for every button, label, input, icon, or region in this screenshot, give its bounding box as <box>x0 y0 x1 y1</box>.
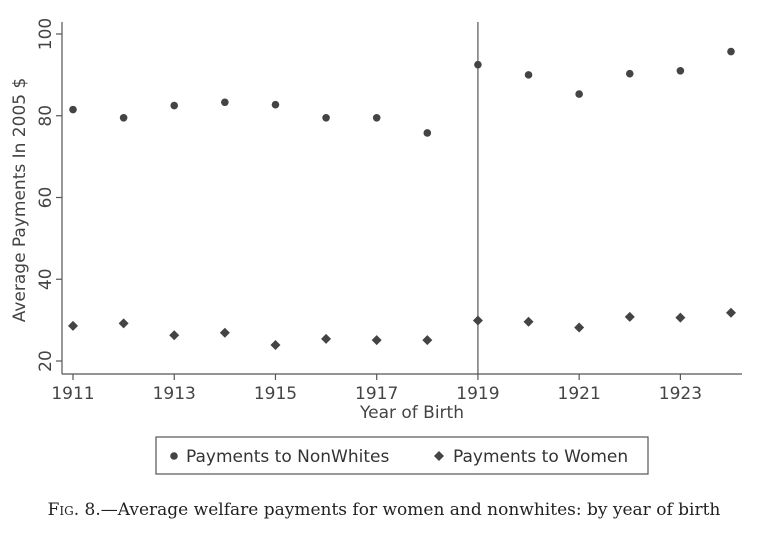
legend-label-women: Payments to Women <box>453 447 628 467</box>
series-group <box>68 47 736 351</box>
x-tick-label-1913: 1913 <box>153 384 196 404</box>
legend-marker-women <box>434 451 444 461</box>
point-women-1914 <box>219 327 230 338</box>
point-women-1921 <box>574 322 585 333</box>
point-nonwhites-1918 <box>423 129 432 137</box>
point-women-1913 <box>169 330 180 341</box>
y-axis-title: Average Payments In 2005 $ <box>10 78 30 323</box>
point-women-1920 <box>523 316 534 327</box>
x-tick-label-1915: 1915 <box>254 384 297 404</box>
point-nonwhites-1919 <box>474 60 482 69</box>
legend: Payments to NonWhites Payments to Women <box>155 436 649 475</box>
point-women-1919 <box>472 315 483 326</box>
point-nonwhites-1912 <box>119 113 128 122</box>
legend-label-nonwhites: Payments to NonWhites <box>186 447 389 467</box>
point-nonwhites-1913 <box>170 101 179 110</box>
point-nonwhites-1911 <box>69 105 77 114</box>
y-tick-label-80: 80 <box>36 105 56 127</box>
chart: 20 40 60 80 100 1911 1913 1915 1917 1919 1921 1923… <box>10 18 742 475</box>
point-nonwhites-1914 <box>221 98 229 107</box>
legend-marker-nonwhites <box>170 452 178 460</box>
figure-caption: Fig. 8.—Average welfare payments for wom… <box>0 500 768 520</box>
point-nonwhites-1917 <box>372 113 381 122</box>
point-women-1923 <box>675 312 686 323</box>
y-tick-label-40: 40 <box>36 268 56 290</box>
point-nonwhites-1920 <box>524 71 533 79</box>
figure-label: Fig. 8. <box>47 500 101 520</box>
point-nonwhites-1915 <box>271 100 280 109</box>
x-tick-label-1911: 1911 <box>51 384 94 404</box>
point-nonwhites-1922 <box>625 69 634 78</box>
x-axis-title: Year of Birth <box>359 403 464 423</box>
y-tick-label-100: 100 <box>36 18 56 50</box>
legend-box <box>155 436 649 475</box>
point-nonwhites-1916 <box>322 113 330 122</box>
point-women-1912 <box>118 318 129 329</box>
y-tick-label-60: 60 <box>36 187 56 209</box>
y-axis-ticks: 20 40 60 80 100 <box>36 18 62 372</box>
point-women-1917 <box>371 335 382 346</box>
point-nonwhites-1923 <box>676 66 685 75</box>
point-women-1916 <box>321 333 332 344</box>
plot-area: 20 40 60 80 100 1911 1913 1915 1917 1919 1921 1923 <box>36 18 742 404</box>
x-tick-label-1923: 1923 <box>659 384 702 404</box>
x-tick-label-1921: 1921 <box>558 384 601 404</box>
x-axis-ticks: 1911 1913 1915 1917 1919 1921 1923 <box>51 374 702 404</box>
point-women-1922 <box>624 311 635 322</box>
figure-caption-text: —Average welfare payments for women and … <box>100 500 721 520</box>
x-tick-label-1917: 1917 <box>355 384 398 404</box>
point-nonwhites-1921 <box>575 90 583 98</box>
point-women-1918 <box>422 335 433 346</box>
point-women-1915 <box>270 340 281 351</box>
y-tick-label-20: 20 <box>36 350 56 372</box>
point-nonwhites-1924 <box>727 47 735 56</box>
x-tick-label-1919: 1919 <box>456 384 499 404</box>
point-women-1924 <box>726 307 736 318</box>
point-women-1911 <box>68 320 78 331</box>
